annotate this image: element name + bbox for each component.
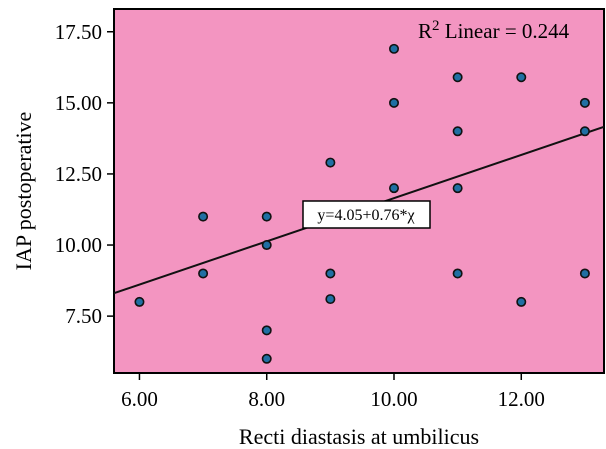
data-point (452, 183, 463, 194)
data-point (198, 211, 209, 222)
data-point (388, 97, 399, 108)
plot-area (113, 8, 605, 374)
x-axis-title: Recti diastasis at umbilicus (239, 424, 479, 449)
data-point (261, 211, 272, 222)
data-point (516, 296, 527, 307)
data-point (134, 296, 145, 307)
x-tick-label: 12.00 (498, 387, 545, 411)
data-point (325, 157, 336, 168)
data-point (579, 97, 590, 108)
data-point (198, 268, 209, 279)
data-point (261, 240, 272, 251)
x-tick-label: 6.00 (121, 387, 158, 411)
regression-equation: y=4.05+0.76*χ (317, 207, 415, 224)
regression-equation-box: y=4.05+0.76*χ (302, 200, 431, 229)
y-tick-label: 15.00 (55, 91, 102, 115)
r-squared-label: R2 Linear = 0.244 (418, 18, 570, 43)
data-point (388, 183, 399, 194)
data-point (261, 325, 272, 336)
data-point (325, 294, 336, 305)
x-tick-label: 8.00 (248, 387, 285, 411)
data-point (261, 353, 272, 364)
data-point (579, 126, 590, 137)
y-tick-label: 10.00 (55, 233, 102, 257)
y-axis-title: IAP postoperative (11, 112, 36, 271)
data-point (579, 268, 590, 279)
x-tick-label: 10.00 (370, 387, 417, 411)
y-tick-label: 12.50 (55, 162, 102, 186)
data-point (325, 268, 336, 279)
data-point (388, 43, 399, 54)
data-point (452, 126, 463, 137)
data-point (452, 268, 463, 279)
data-point (452, 72, 463, 83)
data-point (516, 72, 527, 83)
y-tick-label: 7.50 (65, 304, 102, 328)
y-tick-label: 17.50 (55, 20, 102, 44)
